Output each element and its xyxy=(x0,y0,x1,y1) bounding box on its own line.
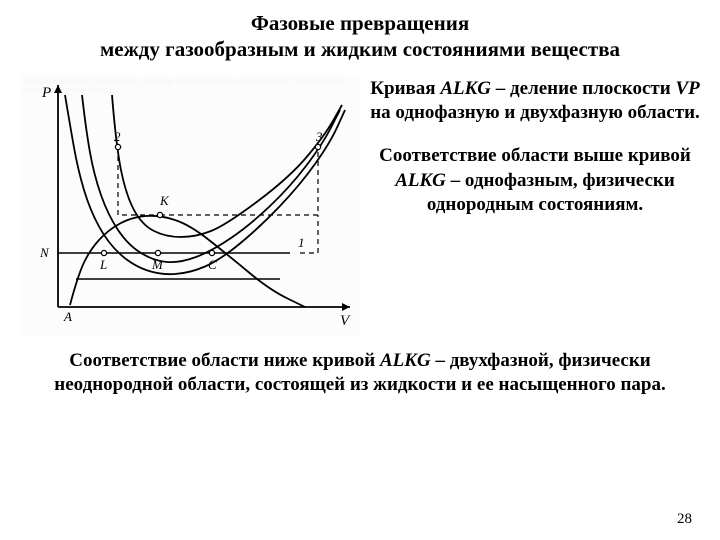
side-text: Кривая ALKG – деление плоскости VP на од… xyxy=(370,75,700,236)
svg-text:2: 2 xyxy=(114,129,121,144)
page-number: 28 xyxy=(677,511,692,528)
pv-diagram: описание фазовой диаграммы давление объё… xyxy=(20,75,360,335)
svg-text:A: A xyxy=(63,309,72,324)
svg-text:M: M xyxy=(151,257,164,272)
svg-text:C: C xyxy=(208,257,217,272)
side-para-2: Соответствие области выше кривой ALKG – … xyxy=(370,144,700,218)
side-para-1: Кривая ALKG – деление плоскости VP на од… xyxy=(370,77,700,126)
page-title: Фазовые превращения между газообразным и… xyxy=(20,10,700,63)
title-line-2: между газообразным и жидким состояниями … xyxy=(100,37,620,61)
svg-text:N: N xyxy=(39,245,50,260)
svg-text:L: L xyxy=(99,257,107,272)
svg-text:3: 3 xyxy=(315,129,323,144)
title-line-1: Фазовые превращения xyxy=(251,11,469,35)
svg-text:1: 1 xyxy=(298,235,305,250)
svg-text:K: K xyxy=(159,193,170,208)
bottom-text: Соответствие области ниже кривой ALKG – … xyxy=(20,349,700,398)
svg-text:V: V xyxy=(340,313,351,329)
